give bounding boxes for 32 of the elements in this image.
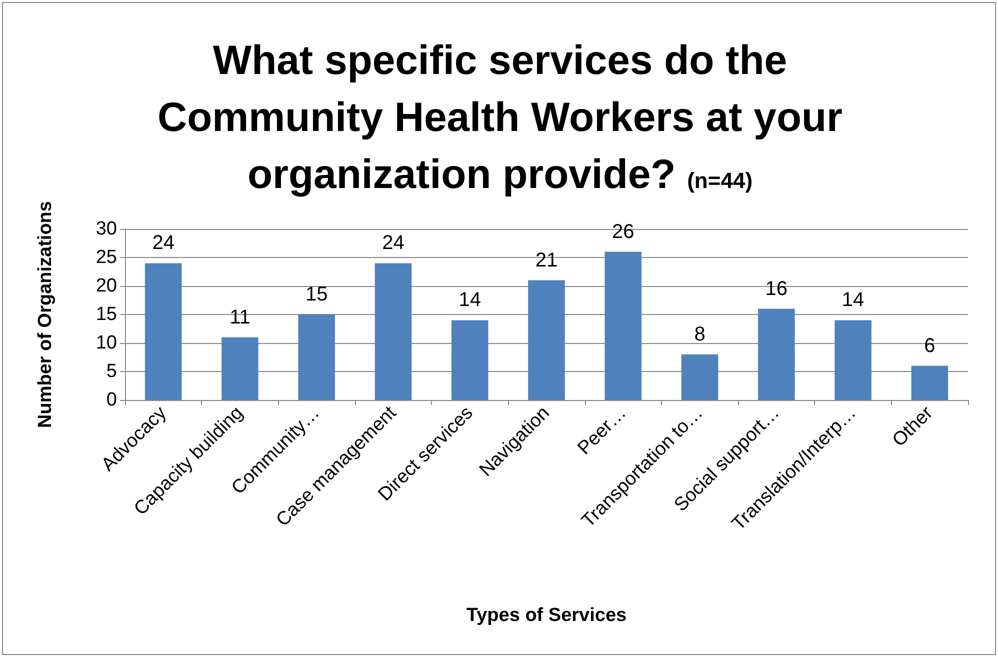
bar [451, 320, 488, 400]
bar [374, 263, 412, 400]
data-label: 16 [765, 278, 788, 300]
bar [144, 263, 182, 400]
y-axis-title: Number of Organizations [35, 201, 56, 428]
bar [911, 366, 948, 400]
data-label: 14 [842, 289, 864, 312]
bar [298, 314, 335, 400]
bar [834, 320, 872, 400]
bar [222, 337, 258, 400]
y-tick-label: 0 [106, 390, 117, 410]
data-label: 8 [694, 323, 706, 346]
y-tick-label: 15 [96, 304, 117, 325]
bar [528, 280, 565, 400]
data-label: 15 [305, 284, 328, 306]
data-label: 11 [230, 306, 250, 328]
data-label: 21 [535, 249, 558, 272]
bar [758, 308, 795, 400]
chart-subtitle: (n=44) [687, 168, 753, 193]
bar [604, 252, 642, 400]
data-label: 6 [924, 334, 936, 357]
x-axis-title: Types of Services [466, 605, 627, 626]
bar [681, 354, 718, 400]
y-tick-label: 30 [96, 218, 117, 240]
data-label: 24 [382, 232, 404, 254]
y-tick-label: 20 [96, 276, 117, 296]
data-label: 24 [152, 232, 174, 254]
y-tick-label: 10 [96, 332, 117, 354]
data-label: 26 [612, 220, 634, 243]
data-label: 14 [458, 289, 481, 312]
y-tick-label: 5 [106, 361, 117, 382]
y-tick-label: 25 [96, 247, 117, 268]
